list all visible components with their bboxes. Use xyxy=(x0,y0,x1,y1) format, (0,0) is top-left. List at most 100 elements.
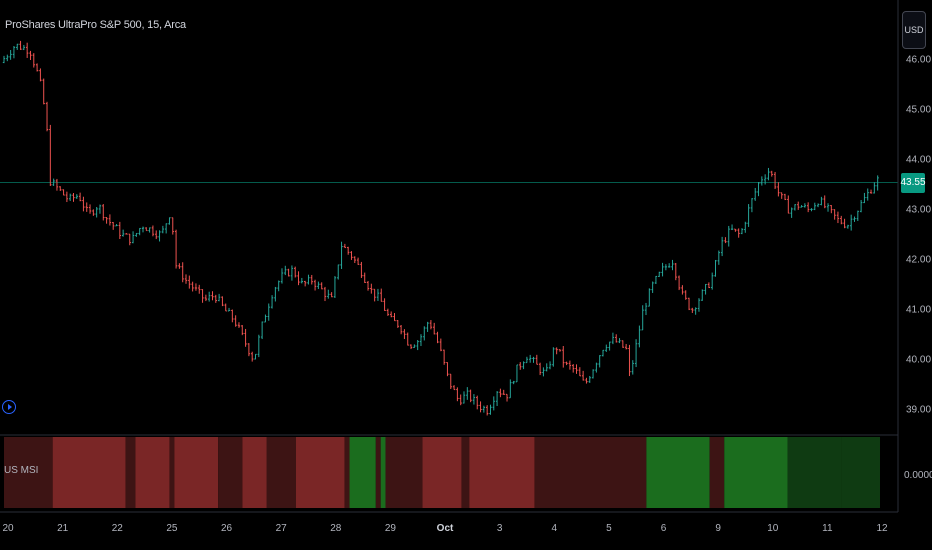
ohlc-bar xyxy=(327,289,330,299)
ohlc-bar xyxy=(701,289,704,301)
ohlc-bar xyxy=(876,175,879,191)
ohlc-bar xyxy=(396,320,400,328)
ohlc-bar xyxy=(714,259,717,277)
ohlc-bar xyxy=(264,314,267,323)
ohlc-bar xyxy=(605,344,608,352)
ohlc-bar xyxy=(115,224,118,227)
ohlc-bar xyxy=(35,63,39,72)
ohlc-bar xyxy=(780,192,783,199)
ohlc-bar xyxy=(313,279,317,291)
ohlc-bar xyxy=(343,243,347,249)
ohlc-bar xyxy=(552,347,555,367)
ohlc-bar xyxy=(211,291,214,301)
ohlc-bar xyxy=(290,265,294,281)
price-pane[interactable] xyxy=(0,40,898,416)
price-tick: 44.00 xyxy=(906,154,932,166)
ohlc-bar xyxy=(191,281,194,292)
ohlc-bar xyxy=(214,294,217,303)
ohlc-bar xyxy=(734,228,737,232)
ohlc-bar xyxy=(803,203,807,208)
indicator-band xyxy=(4,437,53,508)
ohlc-bar xyxy=(297,271,300,286)
indicator-band xyxy=(461,437,470,508)
indicator-band xyxy=(344,437,350,508)
ohlc-bar xyxy=(102,204,105,221)
ohlc-bar xyxy=(433,322,436,335)
ohlc-bar xyxy=(651,281,654,293)
ohlc-bar xyxy=(618,338,621,344)
ohlc-bar xyxy=(873,182,876,194)
ohlc-bar xyxy=(641,305,644,331)
ohlc-bar xyxy=(323,286,327,302)
ohlc-bar xyxy=(767,167,770,181)
ohlc-bar xyxy=(598,355,601,368)
last-price-tag: 43.55 xyxy=(900,172,926,193)
ohlc-bar xyxy=(227,307,231,312)
ohlc-bar xyxy=(572,364,575,373)
ohlc-bar xyxy=(469,389,472,403)
indicator-band xyxy=(169,437,175,508)
indicator-band xyxy=(52,437,126,508)
ohlc-bar xyxy=(816,203,820,208)
ohlc-bar xyxy=(863,192,866,204)
ohlc-bar xyxy=(317,281,320,290)
ohlc-bar xyxy=(562,346,565,368)
price-tick: 39.00 xyxy=(906,404,932,416)
ohlc-bar xyxy=(773,171,777,189)
ohlc-bar xyxy=(532,356,535,363)
currency-button[interactable]: USD xyxy=(902,11,926,49)
ohlc-bar xyxy=(840,215,843,225)
ohlc-bar xyxy=(366,280,370,291)
ohlc-bar xyxy=(284,265,287,276)
ohlc-bar xyxy=(806,202,810,213)
replay-icon[interactable] xyxy=(2,400,16,414)
ohlc-bar xyxy=(522,361,525,370)
ohlc-bar xyxy=(538,362,542,376)
ohlc-bar xyxy=(340,241,343,269)
time-tick: 11 xyxy=(822,523,833,534)
ohlc-bar xyxy=(19,40,22,50)
indicator-band xyxy=(422,437,462,508)
indicator-band xyxy=(135,437,170,508)
ohlc-bar xyxy=(624,343,628,350)
ohlc-bar xyxy=(188,275,191,289)
ohlc-bar xyxy=(459,394,462,406)
ohlc-bar xyxy=(826,203,830,212)
ohlc-bar xyxy=(615,334,618,343)
ohlc-bar xyxy=(631,360,634,375)
ohlc-bar xyxy=(32,53,35,68)
ohlc-bar xyxy=(373,288,376,302)
ohlc-bar xyxy=(287,268,290,277)
indicator-label[interactable]: US MSI xyxy=(4,465,39,476)
ohlc-bar xyxy=(674,262,677,281)
ohlc-bar xyxy=(174,229,178,269)
ohlc-bar xyxy=(710,272,714,290)
ohlc-bar xyxy=(337,264,340,280)
ohlc-bar xyxy=(525,356,529,364)
ohlc-bar xyxy=(585,377,588,384)
time-tick: 26 xyxy=(220,523,233,534)
time-tick: 21 xyxy=(57,523,69,534)
ohlc-bar xyxy=(294,266,297,278)
indicator-band xyxy=(709,437,725,508)
ohlc-bar xyxy=(399,325,403,335)
time-tick: 5 xyxy=(606,523,612,534)
ohlc-bar xyxy=(588,375,591,383)
ohlc-bar xyxy=(449,373,452,389)
price-tick: 46.00 xyxy=(906,54,932,66)
time-tick: 4 xyxy=(551,523,558,534)
ohlc-bar xyxy=(247,343,251,357)
ohlc-bar xyxy=(677,275,681,291)
ohlc-bar xyxy=(178,263,181,269)
ohlc-bar xyxy=(479,401,482,413)
ohlc-bar xyxy=(452,385,456,391)
ohlc-bar xyxy=(72,193,75,202)
ohlc-bar xyxy=(856,210,860,222)
indicator-pane xyxy=(4,437,880,508)
ohlc-bar xyxy=(439,338,443,352)
symbol-title[interactable]: ProShares UltraPro S&P 500, 15, Arca xyxy=(5,19,186,31)
ohlc-bar xyxy=(62,189,65,196)
ohlc-bar xyxy=(542,367,545,377)
ohlc-bar xyxy=(29,50,32,60)
